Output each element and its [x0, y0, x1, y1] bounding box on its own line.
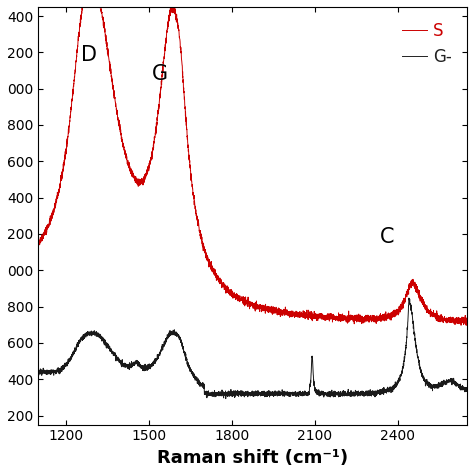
X-axis label: Raman shift (cm⁻¹): Raman shift (cm⁻¹) — [157, 449, 348, 467]
Legend: S, G-: S, G- — [395, 15, 459, 73]
Text: C: C — [380, 227, 394, 247]
Text: D: D — [81, 46, 97, 65]
Text: G: G — [152, 64, 168, 83]
